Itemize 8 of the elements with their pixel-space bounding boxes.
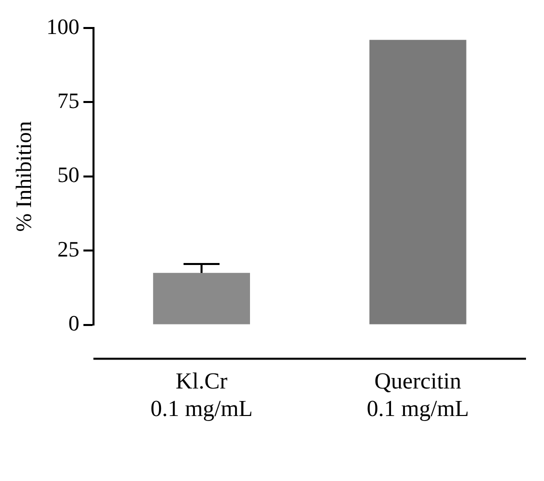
x-tick-label: Quercitin 0.1 mg/mL: [366, 368, 469, 422]
x-tick-label: Kl.Cr 0.1 mg/mL: [150, 368, 253, 422]
y-tick-label: 100: [46, 14, 80, 39]
y-tick-label: 0: [68, 310, 80, 336]
y-axis-title: % Inhibition: [10, 121, 36, 232]
y-tick-label: 25: [57, 236, 80, 262]
y-tick-label: 75: [57, 88, 80, 113]
y-tick-label: 50: [57, 162, 80, 188]
